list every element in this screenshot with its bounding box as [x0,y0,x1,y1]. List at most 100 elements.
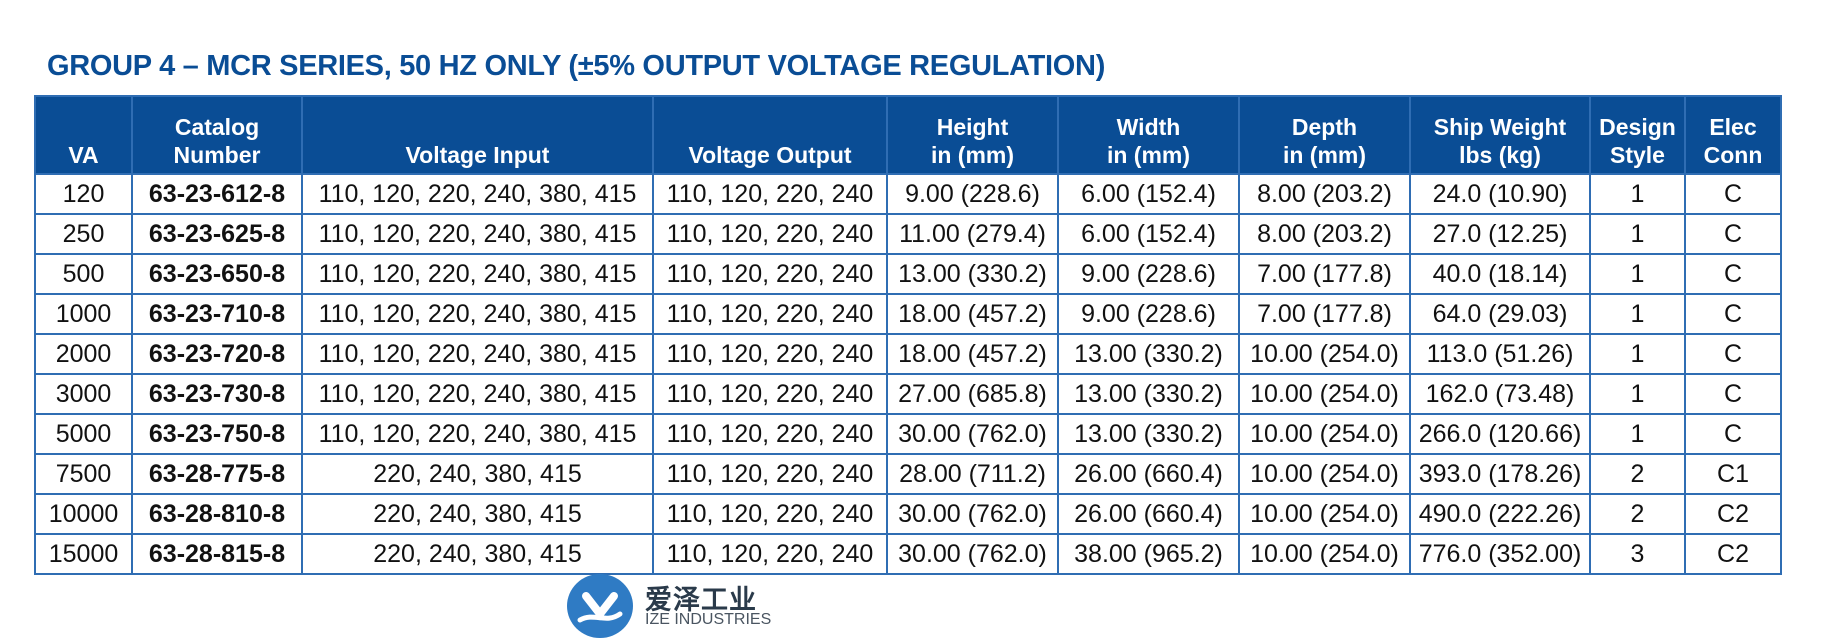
ship-weight-cell: 64.0 (29.03) [1409,293,1591,335]
design-style-cell: 1 [1589,253,1686,295]
watermark-name-en: IZE INDUSTRIES [645,611,772,628]
height-cell: 11.00 (279.4) [886,213,1059,255]
column-header: Width in (mm) [1057,95,1240,175]
voltage-input-cell: 110, 120, 220, 240, 380, 415 [301,173,654,215]
elec-conn-cell: C [1684,253,1782,295]
column-header-line: Depth [1291,114,1358,140]
voltage-output-cell: 110, 120, 220, 240 [652,173,888,215]
table-row: 10000 63-28-810-8 220, 240, 380, 415 110, 1… [34,493,1782,535]
height-cell: 18.00 (457.2) [886,293,1059,335]
width-cell: 26.00 (660.4) [1057,493,1240,535]
voltage-input-cell: 110, 120, 220, 240, 380, 415 [301,293,654,335]
column-header-line: Ship Weight [1433,114,1567,140]
column-header-line: Conn [1703,142,1763,168]
voltage-input-cell: 220, 240, 380, 415 [301,453,654,495]
header-row: VA Catalog Number Voltage Input Voltage Outp… [34,95,1782,175]
width-cell: 13.00 (330.2) [1057,373,1240,415]
elec-conn-cell: C1 [1684,453,1782,495]
column-header: VA [34,95,133,175]
voltage-output-cell: 110, 120, 220, 240 [652,413,888,455]
width-cell: 9.00 (228.6) [1057,253,1240,295]
va-cell: 1000 [34,293,133,335]
ship-weight-cell: 162.0 (73.48) [1409,373,1591,415]
table-row: 500 63-23-650-8 110, 120, 220, 240, 380, 4… [34,253,1782,295]
width-cell: 6.00 (152.4) [1057,173,1240,215]
design-style-cell: 1 [1589,333,1686,375]
va-cell: 250 [34,213,133,255]
column-header-line: in (mm) [1106,142,1191,168]
voltage-output-cell: 110, 120, 220, 240 [652,213,888,255]
voltage-output-cell: 110, 120, 220, 240 [652,333,888,375]
voltage-input-cell: 220, 240, 380, 415 [301,493,654,535]
width-cell: 13.00 (330.2) [1057,333,1240,375]
depth-cell: 7.00 (177.8) [1238,293,1411,335]
depth-cell: 10.00 (254.0) [1238,493,1411,535]
elec-conn-cell: C [1684,413,1782,455]
va-cell: 500 [34,253,133,295]
design-style-cell: 2 [1589,493,1686,535]
column-header-line: Catalog [174,114,260,140]
elec-conn-cell: C2 [1684,533,1782,575]
height-cell: 13.00 (330.2) [886,253,1059,295]
width-cell: 9.00 (228.6) [1057,293,1240,335]
voltage-output-cell: 110, 120, 220, 240 [652,533,888,575]
voltage-input-cell: 110, 120, 220, 240, 380, 415 [301,213,654,255]
ship-weight-cell: 113.0 (51.26) [1409,333,1591,375]
column-header-line: in (mm) [930,142,1015,168]
column-header: Elec Conn [1684,95,1782,175]
catalog-number-cell: 63-23-612-8 [131,173,303,215]
width-cell: 38.00 (965.2) [1057,533,1240,575]
width-cell: 6.00 (152.4) [1057,213,1240,255]
height-cell: 28.00 (711.2) [886,453,1059,495]
height-cell: 27.00 (685.8) [886,373,1059,415]
ship-weight-cell: 27.0 (12.25) [1409,213,1591,255]
page-title: GROUP 4 – MCR SERIES, 50 HZ ONLY (±5% OU… [47,50,1106,82]
table-body: 120 63-23-612-8 110, 120, 220, 240, 380, 4… [34,173,1782,575]
column-header: Voltage Input [301,95,654,175]
va-cell: 120 [34,173,133,215]
table-row: 120 63-23-612-8 110, 120, 220, 240, 380, 4… [34,173,1782,215]
watermark-name-cn: 爱泽工业 [645,585,757,616]
design-style-cell: 1 [1589,373,1686,415]
elec-conn-cell: C [1684,173,1782,215]
catalog-number-cell: 63-23-650-8 [131,253,303,295]
depth-cell: 10.00 (254.0) [1238,533,1411,575]
width-cell: 26.00 (660.4) [1057,453,1240,495]
voltage-output-cell: 110, 120, 220, 240 [652,293,888,335]
catalog-number-cell: 63-23-750-8 [131,413,303,455]
table-row: 7500 63-28-775-8 220, 240, 380, 415 110, 12… [34,453,1782,495]
ship-weight-cell: 266.0 (120.66) [1409,413,1591,455]
voltage-input-cell: 110, 120, 220, 240, 380, 415 [301,253,654,295]
va-cell: 7500 [34,453,133,495]
depth-cell: 10.00 (254.0) [1238,373,1411,415]
height-cell: 30.00 (762.0) [886,533,1059,575]
catalog-number-cell: 63-28-815-8 [131,533,303,575]
spec-table: VA Catalog Number Voltage Input Voltage Outp… [34,95,1782,575]
column-header-line: Voltage Input [405,142,550,168]
table-header: VA Catalog Number Voltage Input Voltage Outp… [34,95,1782,175]
height-cell: 30.00 (762.0) [886,413,1059,455]
design-style-cell: 1 [1589,413,1686,455]
va-cell: 3000 [34,373,133,415]
column-header-line: Number [173,142,261,168]
column-header: Depth in (mm) [1238,95,1411,175]
table-row: 1000 63-23-710-8 110, 120, 220, 240, 380, … [34,293,1782,335]
column-header-line: Elec [1709,114,1757,140]
column-header-line: Width [1116,114,1181,140]
column-header: Ship Weight lbs (kg) [1409,95,1591,175]
height-cell: 18.00 (457.2) [886,333,1059,375]
ship-weight-cell: 24.0 (10.90) [1409,173,1591,215]
depth-cell: 8.00 (203.2) [1238,173,1411,215]
table-row: 250 63-23-625-8 110, 120, 220, 240, 380, 4… [34,213,1782,255]
design-style-cell: 3 [1589,533,1686,575]
column-header-line: Style [1610,142,1665,168]
catalog-number-cell: 63-23-720-8 [131,333,303,375]
ize-logo-icon [567,574,633,638]
va-cell: 2000 [34,333,133,375]
depth-cell: 8.00 (203.2) [1238,213,1411,255]
design-style-cell: 1 [1589,293,1686,335]
table-row: 3000 63-23-730-8 110, 120, 220, 240, 380, … [34,373,1782,415]
column-header-line: lbs (kg) [1459,142,1541,168]
column-header-line: VA [68,142,99,168]
height-cell: 9.00 (228.6) [886,173,1059,215]
